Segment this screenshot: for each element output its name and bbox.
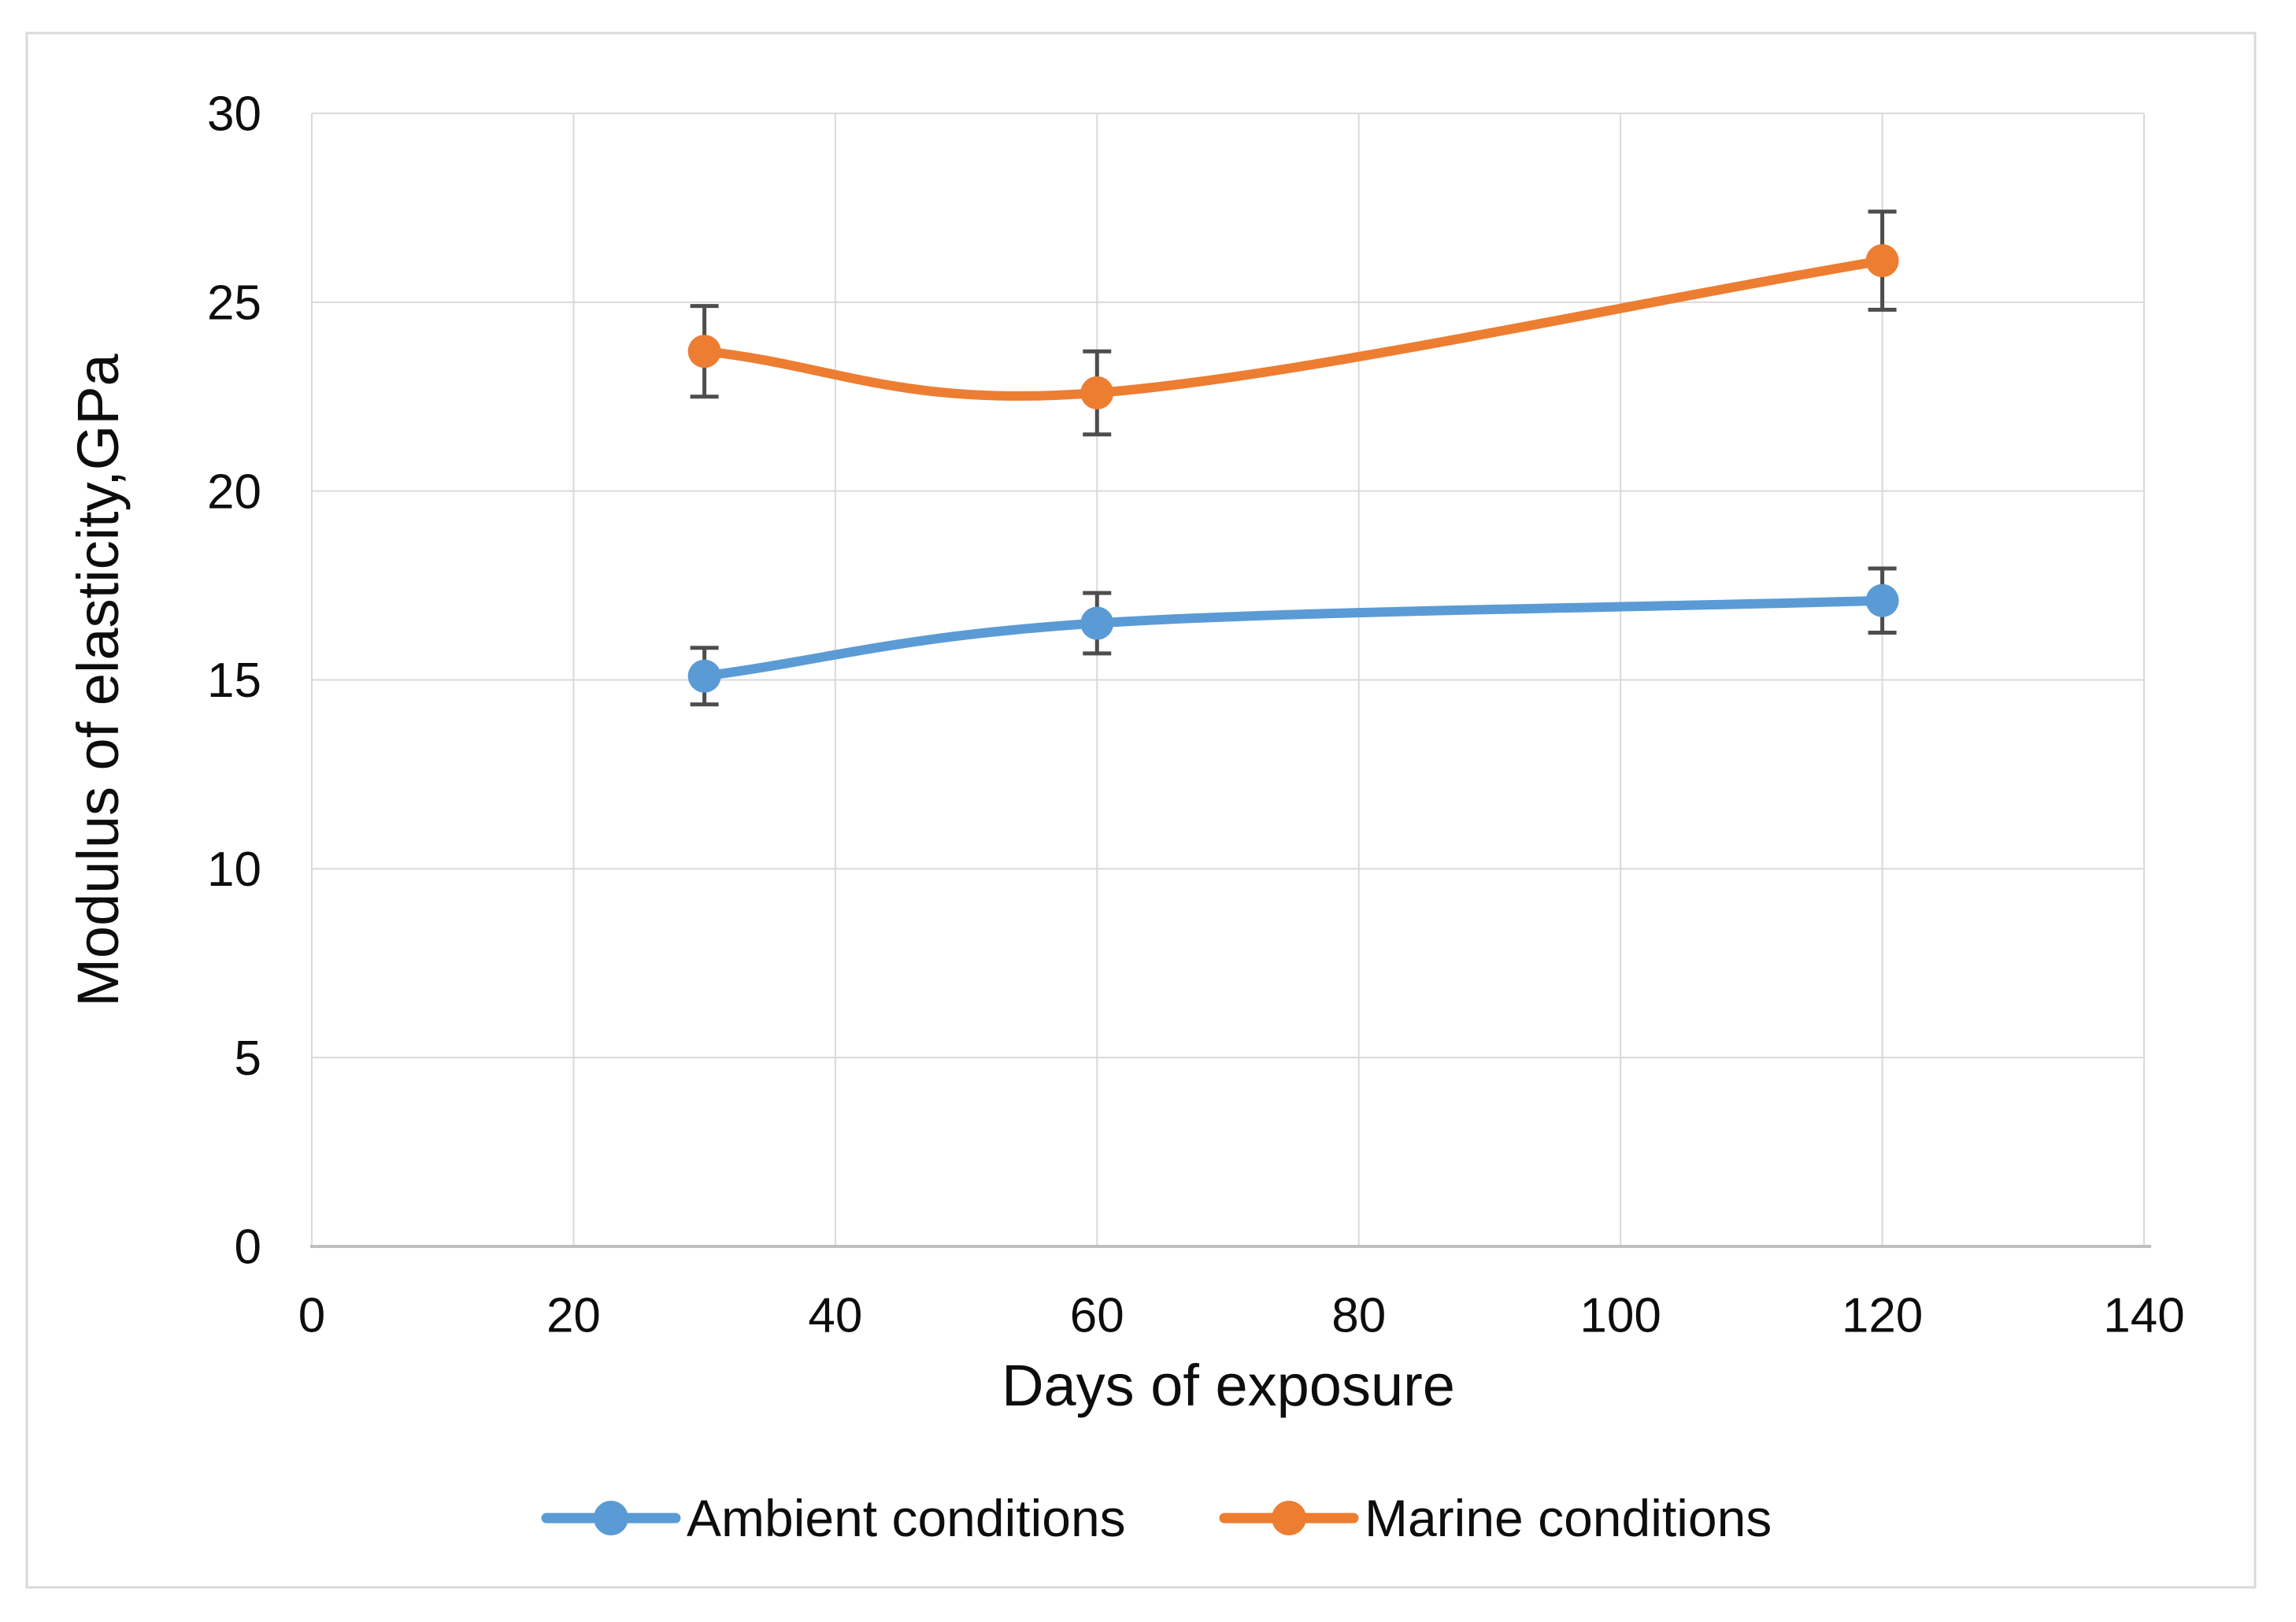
x-tick-label: 20 xyxy=(546,1289,601,1343)
series-line xyxy=(699,595,1887,681)
data-point-marker xyxy=(1080,376,1114,409)
y-axis-title: Modulus of elasticity,GPa xyxy=(65,353,131,1006)
y-tick-label: 20 xyxy=(207,465,261,519)
x-tick-label: 140 xyxy=(2103,1289,2184,1343)
legend-marker xyxy=(594,1501,628,1535)
y-tick-label: 5 xyxy=(235,1031,261,1086)
data-point-marker xyxy=(1865,583,1899,617)
data-point-marker xyxy=(1080,606,1114,640)
legend-item: Ambient conditions xyxy=(541,1489,1126,1547)
y-tick-label: 10 xyxy=(207,842,261,897)
legend: Ambient conditions Marine conditions xyxy=(541,1489,1772,1547)
y-tick-label: 15 xyxy=(207,654,261,708)
series-line xyxy=(699,256,1887,401)
x-axis-title: Days of exposure xyxy=(1002,1353,1455,1418)
x-tick-label: 120 xyxy=(1842,1289,1923,1343)
data-point-marker xyxy=(1865,244,1899,278)
tick-labels: 0 5 10 15 20 25 30 0 20 40 60 80 100 120 140 xyxy=(207,87,2185,1343)
legend-item: Marine conditions xyxy=(1219,1489,1772,1547)
x-tick-label: 100 xyxy=(1579,1289,1661,1343)
data-point-marker xyxy=(687,335,721,368)
y-tick-label: 25 xyxy=(207,276,261,331)
x-tick-label: 40 xyxy=(808,1289,862,1343)
x-tick-label: 60 xyxy=(1070,1289,1124,1343)
y-tick-label: 30 xyxy=(207,87,261,142)
series-lines xyxy=(699,256,1887,681)
data-point-marker xyxy=(687,659,721,693)
legend-label: Marine conditions xyxy=(1365,1489,1772,1547)
legend-marker xyxy=(1272,1501,1306,1535)
x-tick-label: 80 xyxy=(1331,1289,1386,1343)
x-tick-label: 0 xyxy=(298,1289,325,1343)
y-tick-label: 0 xyxy=(235,1220,261,1275)
gridlines xyxy=(311,113,2145,1246)
series-markers xyxy=(687,244,1899,693)
legend-label: Ambient conditions xyxy=(687,1489,1126,1547)
